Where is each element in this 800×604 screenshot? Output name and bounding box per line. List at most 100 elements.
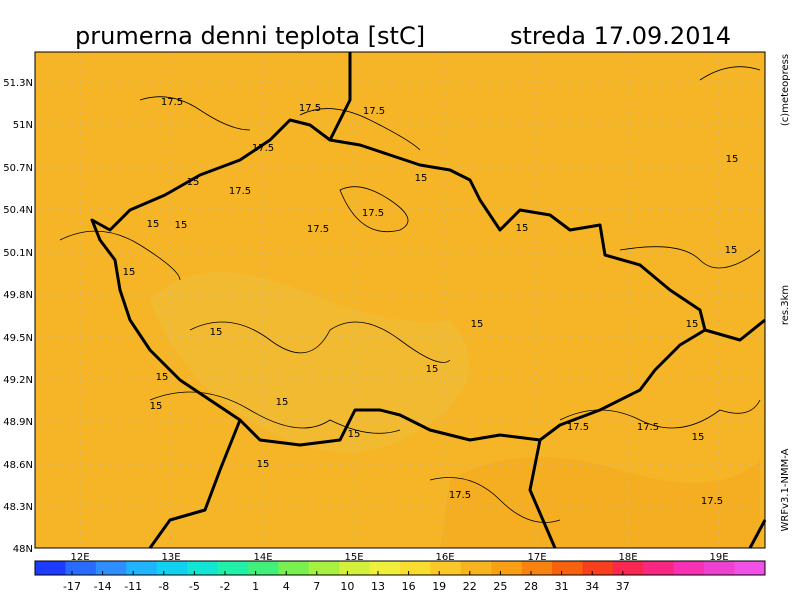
contour-label: 17.5 [637, 422, 659, 433]
lat-label: 49.8N [3, 290, 33, 301]
contour-line [139, 96, 251, 131]
colorbar-swatch [673, 561, 705, 575]
map-area [35, 52, 765, 548]
colorbar-swatch [126, 561, 158, 575]
contour-label: 15 [692, 432, 705, 443]
lat-label: 50.7N [3, 163, 33, 174]
contour-label: 17.5 [307, 224, 329, 235]
lat-label: 50.4N [3, 205, 33, 216]
warm-region [150, 272, 470, 453]
colorbar-tick-label: 31 [555, 580, 569, 593]
contour-label: 15 [175, 220, 188, 231]
colorbar-swatch [643, 561, 675, 575]
colorbar-swatch [460, 561, 492, 575]
lat-label: 48.6N [3, 460, 33, 471]
contour-line [299, 108, 421, 151]
colorbar-swatch [95, 561, 127, 575]
contour-label: 15 [123, 267, 136, 278]
czech-border [90, 118, 707, 447]
colorbar-swatch [308, 561, 340, 575]
contour-label: 17.5 [701, 496, 723, 507]
colorbar-swatch [582, 561, 614, 575]
colorbar-swatch [612, 561, 644, 575]
contour-label: 17.5 [252, 143, 274, 154]
contour-label: 15 [516, 223, 529, 234]
colorbar-tick-label: 7 [313, 580, 320, 593]
colorbar-swatch [734, 561, 766, 575]
colorbar-swatch [369, 561, 401, 575]
lon-label: 16E [435, 552, 454, 563]
contour-label: 15 [210, 327, 223, 338]
colorbar-tick-label: -14 [94, 580, 112, 593]
colorbar: -17 -14 -11 -8 -5 -2 1 4 7 10 13 16 19 22 25 28 31 34 37 [34, 560, 766, 593]
lon-label: 19E [709, 552, 728, 563]
colorbar-tick-label: 22 [463, 580, 477, 593]
colorbar-tick-label: 34 [585, 580, 599, 593]
lon-label: 18E [618, 552, 637, 563]
lat-label: 51N [13, 120, 33, 131]
lat-label: 48.9N [3, 417, 33, 428]
lat-label: 51.3N [3, 78, 33, 89]
colorbar-swatch [35, 561, 66, 575]
colorbar-tick-label: -8 [158, 580, 169, 593]
colorbar-tick-label: -2 [220, 580, 231, 593]
contour-label: 15 [348, 429, 361, 440]
country-border [148, 419, 242, 549]
colorbar-tick-label: 25 [493, 580, 507, 593]
colorbar-swatch [491, 561, 523, 575]
borders [90, 52, 767, 549]
colorbar-tick-label: 1 [252, 580, 259, 593]
lon-label: 17E [527, 552, 546, 563]
country-border [748, 519, 767, 549]
lon-label: 12E [70, 552, 89, 563]
contour-label: 15 [725, 245, 738, 256]
contour-label: 17.5 [229, 186, 251, 197]
lon-label: 13E [161, 552, 180, 563]
contour-label: 17.5 [363, 106, 385, 117]
colorbar-tick-label: 28 [524, 580, 538, 593]
colorbar-swatch [217, 561, 249, 575]
contour-line [339, 186, 409, 232]
colorbar-tick-label: -11 [124, 580, 142, 593]
colorbar-swatch [187, 561, 218, 575]
lat-label: 49.5N [3, 333, 33, 344]
contour-label: 15 [150, 401, 163, 412]
colorbar-swatch [430, 561, 462, 575]
country-border [328, 52, 352, 141]
contour-label: 17.5 [161, 97, 183, 108]
contour-label: 15 [686, 319, 699, 330]
country-border [704, 318, 766, 342]
colorbar-swatch [704, 561, 736, 575]
colorbar-swatch [400, 561, 431, 575]
contour-label: 15 [726, 154, 739, 165]
contour-line [59, 230, 181, 281]
colorbar-tick-label: 16 [402, 580, 416, 593]
contour-line [189, 321, 451, 363]
colorbar-tick-label: 10 [340, 580, 354, 593]
model-name: WRFv3.1-NMM-A [780, 448, 791, 531]
contour-label: 17.5 [449, 490, 471, 501]
lon-label: 14E [253, 552, 272, 563]
map-frame [34, 51, 766, 549]
labels: 51.3N 51N 50.7N 50.4N 50.1N 49.8N 49.5N 49.2N 48… [3, 78, 738, 563]
country-border [528, 439, 557, 549]
contour-line [619, 246, 761, 269]
lon-label: 15E [344, 552, 363, 563]
contour-label: 15 [257, 459, 270, 470]
contour-label: 17.5 [299, 103, 321, 114]
contour-label: 17.5 [362, 208, 384, 219]
lat-label: 48.3N [3, 502, 33, 513]
map-date: streda 17.09.2014 [510, 22, 731, 50]
contour-label: 15 [187, 177, 200, 188]
contour-label: 15 [415, 173, 428, 184]
contour-label: 15 [147, 219, 160, 230]
grid [35, 52, 765, 548]
colorbar-swatch [278, 561, 310, 575]
contour-line [429, 477, 561, 523]
colorbar-swatch [339, 561, 371, 575]
contour-line [699, 66, 761, 81]
colorbar-tick-label: -5 [189, 580, 200, 593]
colorbar-swatch [156, 561, 188, 575]
credit: (c)meteopress [780, 54, 791, 126]
